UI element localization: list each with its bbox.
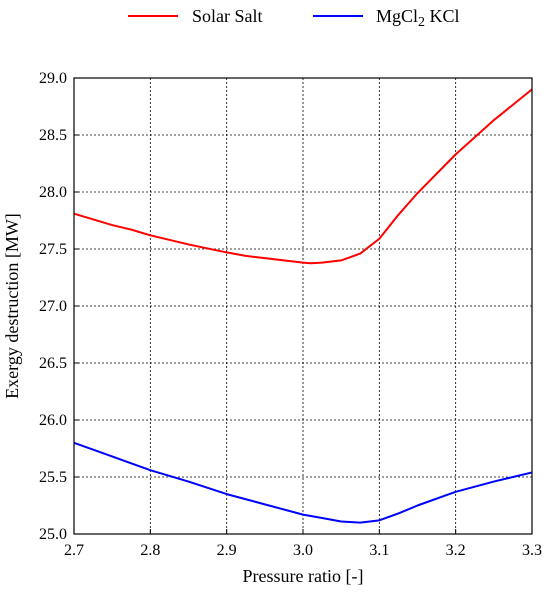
ticks: 2.7 2.8 2.9 3.0 3.1 3.2 3.3 25.0 25.5 26.0 26.5 27.… [39,70,542,559]
x-tick-label: 3.2 [446,542,466,559]
y-axis-label: Exergy destruction [MW] [2,213,22,399]
y-tick-label: 29.0 [39,70,67,87]
y-tick-label: 27.5 [39,241,67,258]
x-tick-label: 2.7 [64,542,84,559]
x-tick-label: 2.8 [140,542,160,559]
legend-label-solar-salt: Solar Salt [192,6,263,26]
y-tick-label: 28.0 [39,184,67,201]
x-tick-label: 3.1 [369,542,389,559]
x-tick-label: 3.0 [293,542,313,559]
series-lines [73,88,533,524]
x-tick-label: 3.3 [522,542,542,559]
legend-label-mgcl2-kcl: MgCl2 KCl [376,6,460,30]
y-tick-label: 26.5 [39,355,67,372]
series-line-1 [73,441,533,524]
series-line-0 [73,88,533,265]
x-axis-label: Pressure ratio [-] [243,566,364,586]
y-tick-label: 27.0 [39,298,67,315]
y-tick-label: 25.5 [39,469,67,486]
legend: Solar Salt MgCl2 KCl [128,6,460,30]
y-tick-label: 25.0 [39,526,67,543]
y-tick-label: 26.0 [39,412,67,429]
y-tick-label: 28.5 [39,127,67,144]
x-tick-label: 2.9 [217,542,237,559]
